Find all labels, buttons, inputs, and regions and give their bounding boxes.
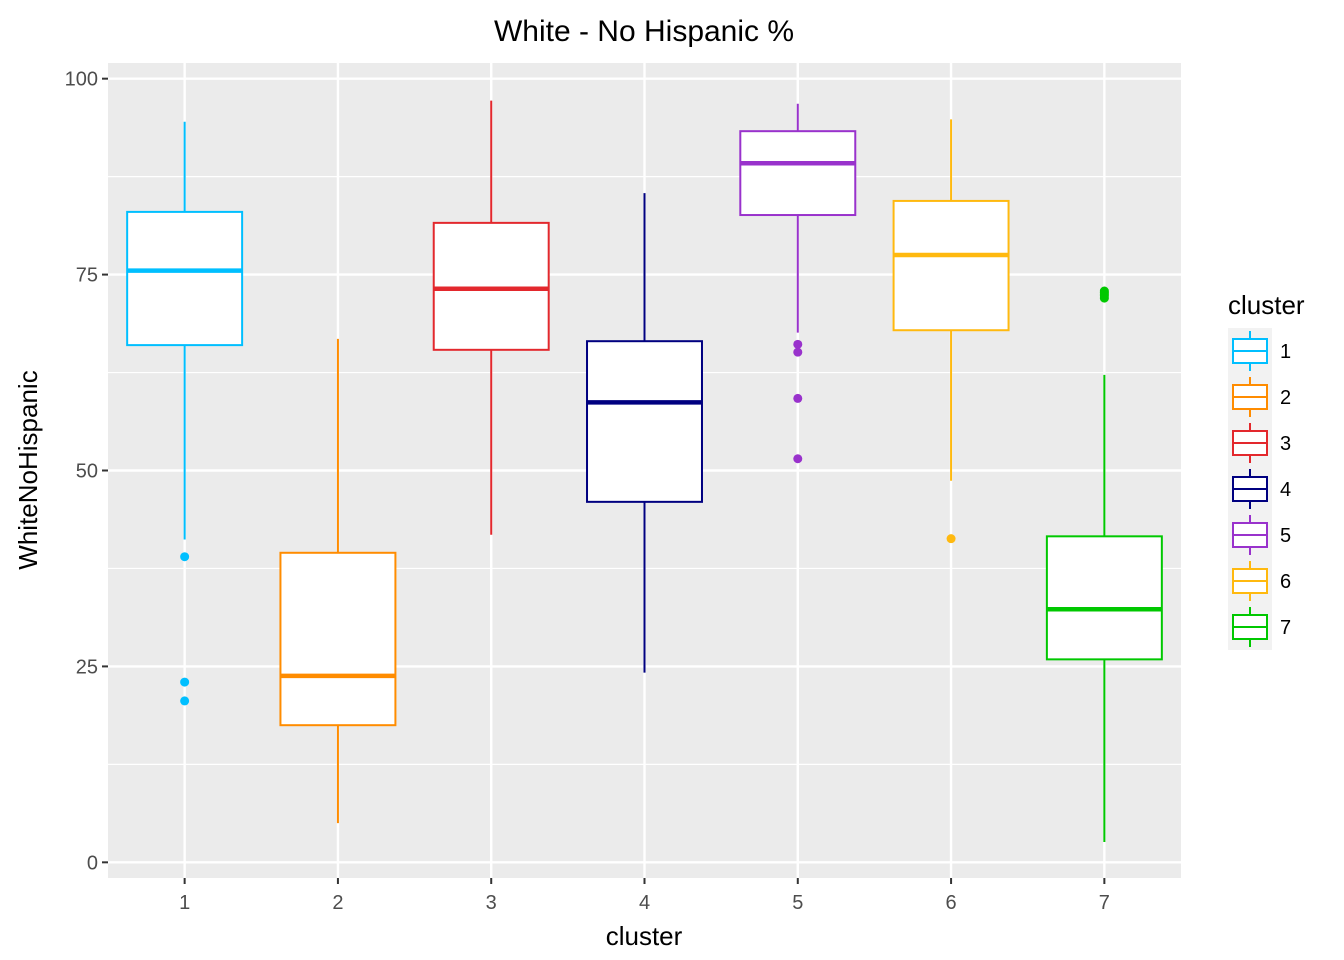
x-tick-label: 2 — [332, 892, 343, 914]
legend-label: 4 — [1280, 479, 1291, 501]
x-tick-label: 6 — [946, 892, 957, 914]
legend: cluster 1 2 3 4 5 6 7 — [1228, 290, 1305, 650]
box-cluster-7 — [1045, 286, 1163, 842]
outlier-point — [1099, 286, 1109, 296]
x-axis: 1 2 3 4 5 6 7 — [179, 878, 1110, 914]
outlier-point — [180, 677, 190, 687]
outlier-point — [946, 534, 956, 544]
legend-item-2: 2 — [1228, 374, 1291, 420]
outlier-point — [793, 454, 803, 464]
legend-item-1: 1 — [1228, 328, 1291, 374]
box-cluster-2 — [279, 338, 397, 824]
y-tick-label: 50 — [76, 461, 98, 483]
legend-item-7: 7 — [1228, 604, 1291, 650]
box — [586, 340, 703, 503]
outlier-point — [793, 393, 803, 403]
box-cluster-1 — [126, 121, 244, 706]
legend-label: 7 — [1280, 617, 1291, 639]
box — [892, 199, 1010, 332]
box — [432, 221, 550, 351]
outlier-point — [793, 347, 803, 357]
x-tick-label: 1 — [179, 892, 190, 914]
legend-label: 1 — [1280, 341, 1291, 363]
box — [1045, 535, 1163, 661]
x-tick-label: 4 — [639, 892, 650, 914]
outlier-point — [793, 339, 803, 349]
legend-label: 3 — [1280, 433, 1291, 455]
legend-item-4: 4 — [1228, 466, 1291, 512]
y-tick-label: 25 — [76, 656, 98, 678]
boxes — [126, 100, 1163, 842]
y-axis: 0 25 50 75 100 — [65, 69, 108, 874]
x-tick-label: 3 — [486, 892, 497, 914]
y-tick-label: 75 — [76, 265, 98, 287]
x-tick-label: 7 — [1099, 892, 1110, 914]
legend-item-6: 6 — [1228, 558, 1291, 604]
x-tick-label: 5 — [792, 892, 803, 914]
legend-label: 2 — [1280, 387, 1291, 409]
legend-label: 5 — [1280, 525, 1291, 547]
box-cluster-4 — [586, 193, 703, 673]
y-axis-title: WhiteNoHispanic — [13, 370, 43, 569]
box-cluster-5 — [739, 103, 857, 464]
y-tick-label: 100 — [65, 69, 98, 91]
outlier-point — [180, 696, 190, 706]
legend-item-3: 3 — [1228, 420, 1291, 466]
legend-item-5: 5 — [1228, 512, 1291, 558]
x-axis-title: cluster — [606, 921, 683, 951]
box — [279, 551, 397, 727]
legend-title: cluster — [1228, 290, 1305, 320]
legend-label: 6 — [1280, 571, 1291, 593]
y-tick-label: 0 — [87, 852, 98, 874]
chart-title: White - No Hispanic % — [494, 15, 794, 48]
box — [126, 210, 244, 347]
box-cluster-6 — [892, 119, 1010, 544]
outlier-point — [180, 552, 190, 562]
box-cluster-3 — [432, 100, 550, 535]
box — [739, 130, 857, 217]
